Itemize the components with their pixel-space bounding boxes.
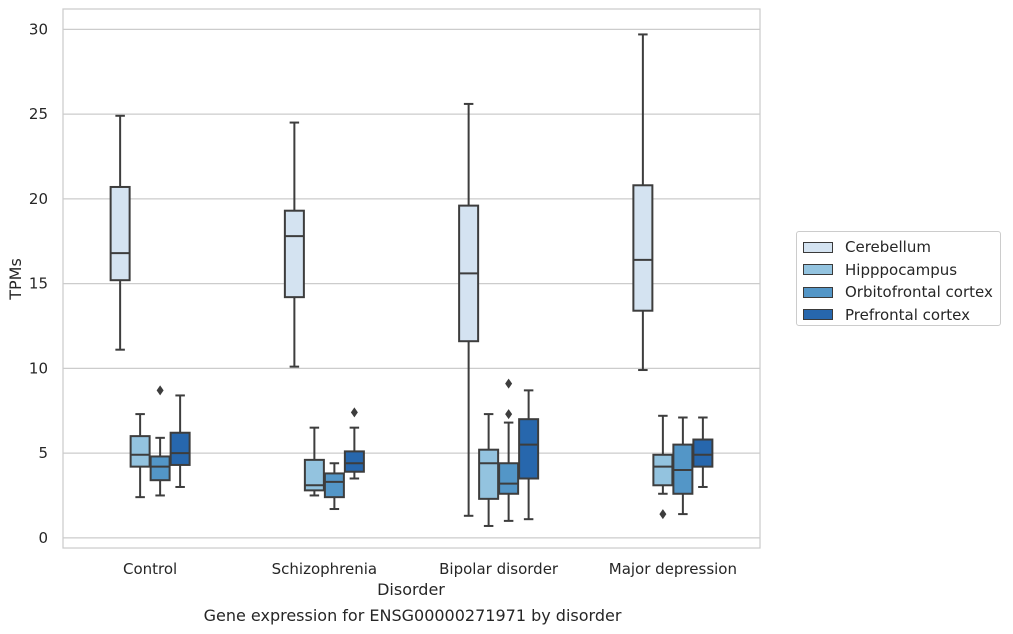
x-tick-label: Schizophrenia — [272, 560, 377, 578]
x-tick-label: Major depression — [609, 560, 737, 578]
y-tick-label: 5 — [38, 444, 48, 462]
y-tick-label: 0 — [38, 529, 48, 547]
y-tick-label: 25 — [29, 105, 48, 123]
x-tick-label: Control — [123, 560, 177, 578]
outlier-point — [505, 409, 513, 420]
box — [283, 209, 305, 299]
box-group — [323, 462, 345, 511]
legend-item: Cerebellum — [803, 236, 1000, 259]
legend-item: Orbitofrontal cortex — [803, 281, 1000, 304]
box-group — [518, 389, 540, 521]
y-tick-label: 15 — [29, 275, 48, 293]
legend-label: Orbitofrontal cortex — [845, 283, 993, 302]
legend: Cerebellum Hipppocampus Orbitofrontal cort… — [796, 231, 1001, 326]
y-tick-labels: 0 5 10 15 20 25 30 — [29, 20, 48, 546]
outlier-point — [505, 378, 513, 389]
box-group — [109, 114, 131, 351]
box — [652, 453, 674, 487]
y-tick-label: 10 — [29, 359, 48, 377]
legend-item: Prefrontal cortex — [803, 304, 1000, 327]
box — [323, 472, 345, 499]
box-group — [478, 413, 500, 527]
legend-item: Hipppocampus — [803, 259, 1000, 282]
box — [169, 431, 191, 466]
box — [109, 185, 131, 282]
legend-label: Hipppocampus — [845, 260, 958, 279]
box-group — [129, 413, 151, 499]
plot-frame — [62, 8, 761, 549]
box-group — [672, 416, 694, 516]
legend-label: Cerebellum — [845, 238, 931, 257]
box — [518, 418, 540, 480]
box — [478, 448, 500, 500]
box-group — [632, 33, 654, 372]
chart-caption: Gene expression for ENSG00000271971 by d… — [203, 606, 622, 625]
box — [149, 455, 171, 482]
box — [632, 184, 654, 312]
y-tick-label: 30 — [29, 20, 48, 38]
box-group — [498, 378, 520, 522]
outlier-point — [156, 385, 164, 396]
box-group — [458, 102, 480, 517]
outlier-point — [350, 407, 358, 418]
box-group — [303, 426, 325, 497]
box-group — [343, 407, 365, 480]
legend-label: Prefrontal cortex — [845, 305, 970, 324]
x-tick-labels: Control Schizophrenia Bipolar disorder Majo… — [123, 560, 737, 578]
x-axis-label: Disorder — [377, 580, 445, 599]
y-axis-label: TPMs — [6, 258, 25, 301]
y-tick-label: 20 — [29, 190, 48, 208]
outlier-point — [659, 509, 667, 520]
box-group — [283, 121, 305, 368]
box-group — [169, 394, 191, 488]
box-group — [149, 385, 171, 497]
box — [129, 435, 151, 468]
legend-swatch — [803, 286, 833, 298]
legend-swatch — [803, 309, 833, 321]
box — [692, 438, 714, 468]
x-tick-label: Bipolar disorder — [439, 560, 559, 578]
box-layer — [109, 33, 714, 527]
legend-swatch — [803, 264, 833, 276]
box — [498, 462, 520, 495]
box — [343, 450, 365, 473]
box-group — [652, 414, 674, 520]
legend-swatch — [803, 241, 833, 253]
box-group — [692, 416, 714, 488]
